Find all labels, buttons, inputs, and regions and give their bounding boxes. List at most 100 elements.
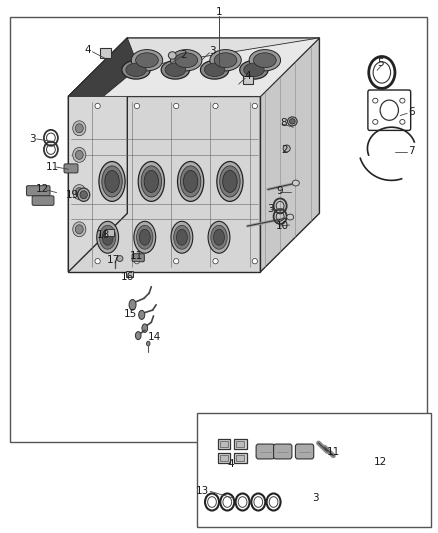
Ellipse shape — [147, 341, 150, 346]
Ellipse shape — [141, 166, 162, 197]
Ellipse shape — [78, 188, 90, 201]
Bar — [197, 413, 431, 527]
Ellipse shape — [177, 229, 187, 245]
Text: 6: 6 — [408, 107, 414, 117]
Ellipse shape — [252, 103, 258, 109]
Ellipse shape — [144, 171, 159, 192]
Bar — [11, 17, 427, 442]
Ellipse shape — [214, 229, 224, 245]
Ellipse shape — [249, 50, 281, 71]
Ellipse shape — [180, 166, 201, 197]
Text: 8: 8 — [280, 118, 287, 128]
Ellipse shape — [122, 61, 150, 79]
FancyBboxPatch shape — [105, 229, 114, 236]
FancyBboxPatch shape — [127, 271, 134, 277]
FancyBboxPatch shape — [295, 444, 314, 459]
FancyBboxPatch shape — [234, 439, 247, 449]
Ellipse shape — [139, 310, 145, 319]
Ellipse shape — [177, 161, 204, 201]
Ellipse shape — [139, 229, 150, 245]
Ellipse shape — [373, 98, 378, 103]
Ellipse shape — [161, 61, 190, 79]
Ellipse shape — [220, 166, 240, 197]
Ellipse shape — [75, 188, 83, 197]
Text: 5: 5 — [377, 59, 384, 68]
Text: 13: 13 — [196, 486, 209, 496]
Ellipse shape — [138, 161, 164, 201]
FancyBboxPatch shape — [218, 439, 230, 449]
Ellipse shape — [73, 121, 86, 136]
Ellipse shape — [400, 98, 405, 103]
Text: 18: 18 — [97, 230, 110, 240]
FancyBboxPatch shape — [220, 441, 228, 447]
Text: 4: 4 — [244, 71, 251, 81]
Ellipse shape — [126, 63, 146, 77]
Ellipse shape — [287, 214, 293, 220]
FancyBboxPatch shape — [100, 48, 111, 58]
Ellipse shape — [184, 171, 198, 192]
Text: 17: 17 — [107, 255, 120, 265]
FancyBboxPatch shape — [244, 76, 253, 84]
Text: 11: 11 — [46, 161, 59, 172]
Ellipse shape — [99, 161, 125, 201]
FancyBboxPatch shape — [237, 441, 244, 447]
FancyBboxPatch shape — [218, 453, 230, 463]
FancyBboxPatch shape — [64, 164, 78, 173]
Ellipse shape — [75, 150, 83, 159]
Ellipse shape — [290, 119, 295, 124]
Text: 10: 10 — [276, 221, 289, 231]
Ellipse shape — [136, 53, 158, 68]
Ellipse shape — [213, 259, 218, 264]
Ellipse shape — [208, 221, 230, 253]
Text: 1: 1 — [215, 7, 223, 18]
Ellipse shape — [373, 119, 378, 124]
FancyBboxPatch shape — [237, 455, 244, 461]
Ellipse shape — [73, 222, 86, 237]
Ellipse shape — [223, 171, 237, 192]
FancyBboxPatch shape — [32, 196, 54, 205]
Text: 3: 3 — [312, 492, 318, 503]
Text: 3: 3 — [29, 134, 35, 144]
Ellipse shape — [244, 63, 264, 77]
Ellipse shape — [292, 180, 299, 186]
Text: 4: 4 — [227, 459, 234, 469]
Ellipse shape — [95, 259, 100, 264]
Ellipse shape — [252, 259, 258, 264]
Polygon shape — [68, 38, 127, 272]
Text: 19: 19 — [66, 190, 79, 200]
Ellipse shape — [201, 61, 229, 79]
FancyBboxPatch shape — [132, 254, 145, 262]
Ellipse shape — [97, 221, 119, 253]
Text: 4: 4 — [85, 45, 92, 54]
Ellipse shape — [254, 53, 276, 68]
Ellipse shape — [173, 103, 179, 109]
Ellipse shape — [205, 63, 225, 77]
Ellipse shape — [117, 256, 123, 262]
FancyBboxPatch shape — [234, 453, 247, 463]
Text: 12: 12 — [35, 184, 49, 195]
Ellipse shape — [142, 324, 148, 333]
Ellipse shape — [73, 148, 86, 163]
Ellipse shape — [214, 53, 237, 68]
FancyBboxPatch shape — [26, 185, 50, 196]
Ellipse shape — [211, 225, 227, 249]
Text: 14: 14 — [148, 332, 161, 342]
Text: 11: 11 — [327, 447, 340, 456]
Ellipse shape — [137, 225, 153, 249]
Ellipse shape — [75, 225, 83, 234]
Text: 15: 15 — [124, 309, 138, 319]
Ellipse shape — [173, 259, 179, 264]
Ellipse shape — [171, 221, 193, 253]
Ellipse shape — [174, 225, 190, 249]
Polygon shape — [68, 38, 319, 96]
Ellipse shape — [80, 191, 87, 199]
Polygon shape — [103, 38, 319, 96]
Text: 16: 16 — [121, 272, 134, 282]
Ellipse shape — [95, 103, 100, 109]
Ellipse shape — [175, 53, 198, 68]
Polygon shape — [68, 96, 261, 272]
Ellipse shape — [400, 119, 405, 124]
Text: 9: 9 — [277, 186, 283, 196]
Ellipse shape — [165, 63, 186, 77]
Ellipse shape — [102, 166, 122, 197]
